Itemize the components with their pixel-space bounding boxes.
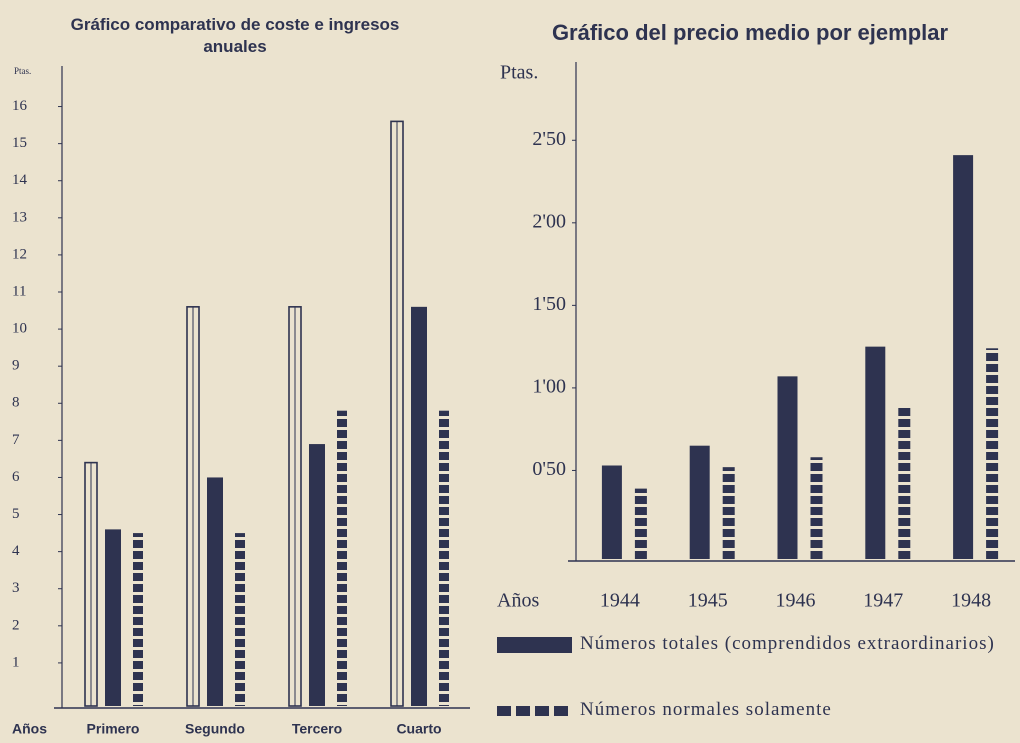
chart-title: Gráfico comparativo de coste e ingresos … — [70, 15, 400, 56]
bar — [865, 346, 886, 559]
bar — [309, 444, 325, 706]
x-tick-label: 1946 — [776, 590, 816, 612]
y-tick-label: 2'00 — [532, 210, 566, 232]
bar — [810, 457, 823, 559]
bar — [634, 488, 647, 559]
bar — [411, 306, 427, 706]
bar — [337, 410, 347, 706]
y-tick-label: 1 — [12, 654, 20, 670]
y-axis-label: Ptas. — [14, 66, 31, 76]
y-tick-label: 1'00 — [532, 376, 566, 398]
y-tick-label: 13 — [12, 209, 27, 225]
y-tick-label: 0'50 — [532, 458, 566, 480]
bar — [235, 533, 245, 706]
y-tick-label: 12 — [12, 246, 27, 262]
y-tick-label: 6 — [12, 469, 20, 485]
chart-title: Gráfico del precio medio por ejemplar — [551, 20, 949, 45]
legend-label: Números normales solamente — [580, 699, 832, 720]
x-axis-label: Años — [12, 721, 47, 737]
y-tick-label: 1'50 — [532, 293, 566, 315]
bar — [777, 376, 798, 559]
x-axis-label: Años — [497, 590, 539, 612]
x-tick-label: Tercero — [292, 721, 342, 737]
y-tick-label: 11 — [12, 283, 26, 299]
y-tick-label: 2'50 — [532, 128, 566, 150]
legend-item: Números normales solamente — [497, 698, 1000, 722]
bar — [439, 410, 449, 706]
legend-swatch — [497, 706, 572, 716]
y-axis-label: Ptas. — [500, 62, 538, 84]
bar — [601, 465, 622, 559]
bar — [953, 155, 974, 559]
y-tick-label: 2 — [12, 617, 20, 633]
x-tick-label: 1945 — [688, 590, 728, 612]
y-tick-label: 10 — [12, 321, 27, 337]
y-tick-label: 4 — [12, 543, 20, 559]
legend-item: Números totales (comprendidos extraordin… — [497, 632, 1000, 656]
x-tick-label: Cuarto — [396, 721, 441, 737]
bar — [207, 477, 223, 706]
y-tick-label: 7 — [12, 432, 20, 448]
y-tick-label: 5 — [12, 506, 20, 522]
bar — [722, 467, 735, 559]
bar — [133, 533, 143, 706]
x-tick-label: 1944 — [600, 590, 640, 612]
x-tick-label: 1947 — [863, 590, 903, 612]
y-tick-label: 15 — [12, 135, 27, 151]
x-tick-label: Segundo — [185, 721, 245, 737]
legend-swatch — [497, 637, 572, 653]
y-tick-label: 16 — [12, 98, 28, 114]
legend-label: Números totales (comprendidos extraordin… — [580, 633, 995, 654]
bar — [986, 348, 999, 559]
bar — [898, 407, 911, 559]
y-tick-label: 9 — [12, 358, 20, 374]
bar — [105, 529, 121, 706]
x-tick-label: 1948 — [951, 590, 991, 612]
bar — [689, 445, 710, 559]
y-tick-label: 8 — [12, 395, 20, 411]
x-tick-label: Primero — [87, 721, 140, 737]
y-tick-label: 14 — [12, 172, 28, 188]
y-tick-label: 3 — [12, 580, 20, 596]
